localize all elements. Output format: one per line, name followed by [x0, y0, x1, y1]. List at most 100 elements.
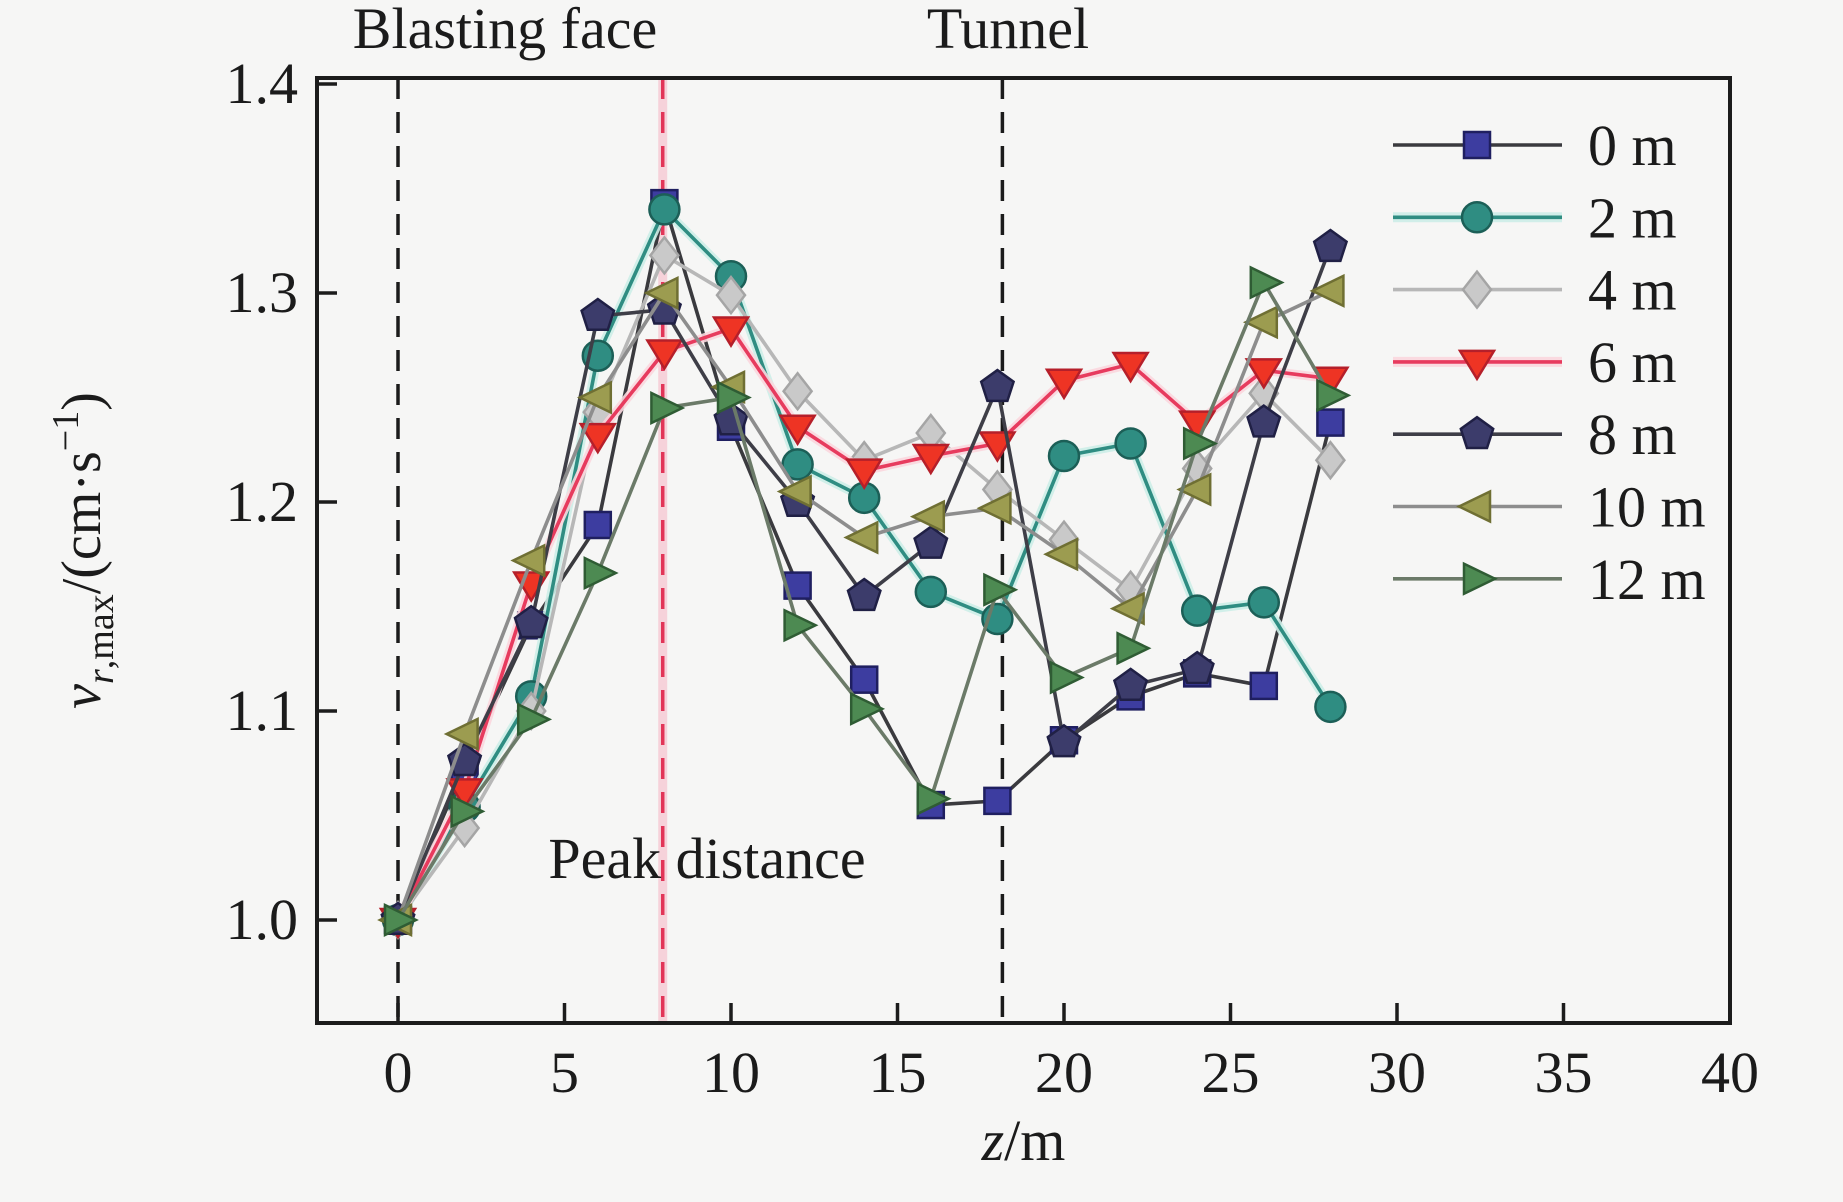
data-point-marker: [1242, 305, 1279, 340]
data-point-marker: [976, 491, 1012, 526]
data-point-marker: [914, 575, 948, 609]
data-point-marker: [1176, 472, 1212, 507]
x-axis-tick-label: 10: [702, 1040, 760, 1105]
data-point-marker: [1112, 667, 1149, 701]
x-axis-label: z/m: [981, 1108, 1066, 1173]
data-point-marker: [510, 543, 546, 578]
data-point-marker: [583, 556, 619, 591]
data-point-marker: [1246, 404, 1282, 438]
x-axis-tick-label: 5: [550, 1040, 579, 1105]
data-point-marker: [916, 781, 952, 816]
data-point-marker: [1247, 586, 1281, 619]
x-axis-tick-label: 35: [1535, 1040, 1593, 1105]
data-point-marker: [513, 604, 549, 639]
data-point-marker: [1179, 650, 1215, 685]
data-point-marker: [782, 371, 814, 412]
data-point-marker: [1462, 561, 1498, 596]
data-point-marker: [1249, 671, 1279, 701]
data-point-marker: [383, 903, 419, 937]
data-point-marker: [576, 380, 613, 415]
data-point-marker: [781, 448, 814, 481]
data-point-marker: [643, 276, 679, 310]
data-point-marker: [1249, 265, 1285, 300]
data-point-marker: [983, 572, 1019, 607]
y-axis-tick-label: 1.1: [226, 678, 299, 743]
y-axis-tick-label: 1.3: [226, 260, 299, 325]
data-point-marker: [1049, 660, 1085, 695]
legend-item-6-m-label: 6 m: [1588, 330, 1677, 395]
data-point-marker: [909, 499, 946, 534]
data-point-marker: [1244, 358, 1284, 390]
data-point-marker: [1044, 368, 1084, 401]
data-point-marker: [1116, 631, 1152, 666]
data-point-marker: [1459, 415, 1495, 450]
data-point-marker: [1114, 427, 1147, 460]
data-point-marker: [648, 193, 681, 226]
data-point-marker: [1462, 130, 1492, 160]
data-point-marker: [445, 778, 484, 810]
data-point-marker: [1456, 489, 1492, 524]
data-point-marker: [443, 716, 479, 751]
data-point-marker: [1314, 440, 1346, 481]
y-axis-label: vr,max/(cm·s−1): [45, 392, 122, 709]
data-point-marker: [1312, 228, 1349, 263]
legend-item-8-m-label: 8 m: [1588, 402, 1677, 467]
data-point-marker: [843, 520, 879, 555]
data-point-marker: [650, 390, 686, 425]
legend-item-2-m-label: 2 m: [1588, 185, 1677, 250]
data-point-marker: [846, 577, 882, 612]
y-axis-tick-label: 1.2: [226, 469, 299, 534]
y-axis-tick-label: 1.4: [226, 51, 299, 116]
y-axis-tick-label: 1.0: [226, 887, 299, 952]
data-point-marker: [1460, 201, 1494, 234]
data-point-marker: [783, 608, 819, 643]
data-point-marker: [578, 422, 618, 455]
data-point-marker: [844, 458, 884, 491]
data-point-marker: [911, 443, 951, 476]
x-axis-tick-label: 20: [1035, 1040, 1093, 1105]
data-point-marker: [1180, 594, 1214, 627]
data-point-marker: [516, 702, 553, 737]
peak-distance-label: Peak distance: [548, 826, 865, 891]
data-point-marker: [1046, 723, 1082, 758]
legend-item-12-m-label: 12 m: [1588, 547, 1706, 612]
data-point-marker: [1316, 378, 1352, 413]
x-axis-tick-label: 40: [1701, 1040, 1759, 1105]
data-point-marker: [645, 339, 684, 371]
data-point-marker: [849, 691, 886, 726]
data-point-marker: [979, 368, 1016, 403]
data-point-marker: [913, 525, 949, 559]
legend-item-0-m-label: 0 m: [1588, 113, 1677, 178]
data-point-marker: [1111, 351, 1150, 384]
data-point-marker: [715, 275, 747, 316]
data-point-marker: [1043, 537, 1079, 572]
x-axis-tick-label: 30: [1368, 1040, 1426, 1105]
data-point-marker: [711, 316, 751, 348]
data-point-marker: [778, 414, 817, 447]
legend-item-4-m-label: 4 m: [1588, 258, 1677, 323]
data-point-marker: [450, 794, 486, 829]
data-point-marker: [1461, 269, 1493, 310]
data-point-marker: [1047, 439, 1081, 473]
data-point-marker: [716, 380, 752, 415]
data-point-marker: [849, 665, 879, 694]
data-point-marker: [648, 235, 680, 276]
plot-frame: [315, 76, 1732, 1025]
data-point-marker: [1457, 349, 1497, 382]
x-axis-tick-label: 25: [1202, 1040, 1260, 1105]
data-point-marker: [580, 297, 616, 332]
data-point-marker: [1182, 426, 1219, 461]
data-point-marker: [1316, 408, 1345, 437]
data-point-marker: [776, 474, 812, 509]
blasting-face-label: Blasting face: [353, 0, 657, 61]
x-axis-tick-label: 15: [869, 1040, 927, 1105]
data-point-marker: [1309, 273, 1345, 308]
legend-item-10-m-label: 10 m: [1588, 475, 1706, 540]
data-point-marker: [983, 786, 1012, 816]
data-point-marker: [583, 510, 613, 540]
data-point-marker: [1314, 690, 1347, 724]
tunnel-label: Tunnel: [927, 0, 1089, 61]
x-axis-tick-label: 0: [384, 1040, 413, 1105]
